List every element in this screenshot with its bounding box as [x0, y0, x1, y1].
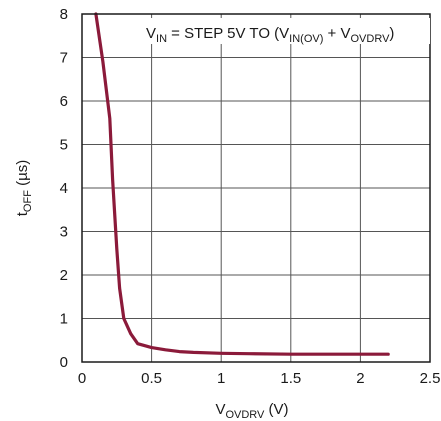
- x-tick-label: 2: [356, 370, 364, 387]
- y-tick-label: 0: [60, 354, 68, 371]
- y-axis-ticks: 0 1 2 3 4 5 6 7 8: [60, 6, 68, 371]
- grid: [82, 14, 430, 362]
- y-tick-label: 3: [60, 224, 68, 241]
- x-axis-label: VOVDRV (V): [215, 401, 288, 421]
- x-tick-label: 2.5: [420, 370, 441, 387]
- series-line: [94, 12, 390, 356]
- x-axis-ticks: 0 0.5 1 1.5 2 2.5: [78, 370, 441, 387]
- chart-annotation: VIN = STEP 5V TO (VIN(OV) + VOVDRV): [146, 25, 394, 45]
- annotation-background: [140, 18, 430, 44]
- y-tick-label: 7: [60, 50, 68, 67]
- x-tick-label: 1: [217, 370, 225, 387]
- y-axis-label: tOFF (µs): [14, 160, 34, 216]
- x-tick-label: 0.5: [141, 370, 162, 387]
- y-tick-label: 5: [60, 137, 68, 154]
- y-tick-label: 8: [60, 6, 68, 23]
- y-tick-label: 1: [60, 311, 68, 328]
- y-tick-label: 6: [60, 93, 68, 110]
- plot-frame: [81, 13, 431, 363]
- x-tick-label: 1.5: [280, 370, 301, 387]
- series-layer: [94, 12, 390, 356]
- y-tick-label: 4: [60, 180, 68, 197]
- y-tick-label: 2: [60, 267, 68, 284]
- x-tick-label: 0: [78, 370, 86, 387]
